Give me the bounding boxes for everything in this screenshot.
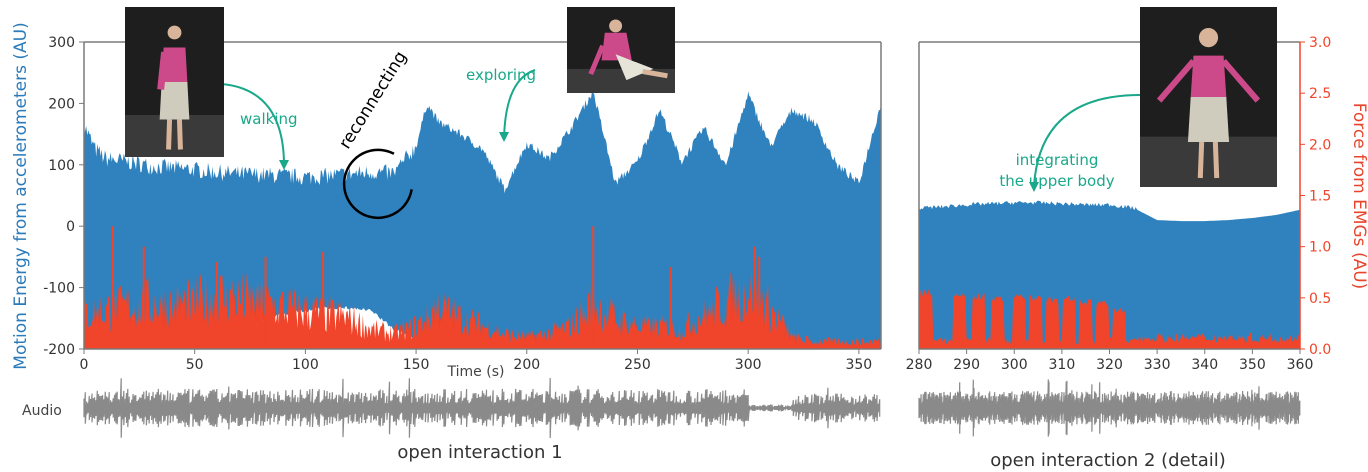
x-tick-label-0: 0 xyxy=(80,357,89,373)
x2-tick-label-300: 300 xyxy=(1001,357,1028,373)
walking-photo xyxy=(125,7,224,157)
exploring-photo xyxy=(567,7,675,93)
x2-tick-label-350: 350 xyxy=(1239,357,1266,373)
upper-body-photo xyxy=(1140,7,1277,187)
x-tick-label-350: 350 xyxy=(845,357,872,373)
x2-tick-label-360: 360 xyxy=(1287,357,1314,373)
x-tick-label-100: 100 xyxy=(292,357,319,373)
audio-waveform-1 xyxy=(83,377,881,439)
walking-photo-leg-left xyxy=(166,119,173,150)
y-tick-label-left--200: -200 xyxy=(43,342,75,358)
y-tick-label-left-100: 100 xyxy=(48,158,75,174)
y-tick-label-right-0: 0.0 xyxy=(1309,342,1331,358)
exploring-photo-arm xyxy=(588,44,605,76)
upper-body-photo-skirt xyxy=(1187,97,1230,142)
annotation-reconnecting: reconnecting xyxy=(335,48,411,153)
annotation-integrating-1: integrating xyxy=(1016,151,1099,169)
caption-interaction-1: open interaction 1 xyxy=(397,442,562,463)
x-tick-label-200: 200 xyxy=(513,357,540,373)
x2-tick-label-280: 280 xyxy=(906,357,933,373)
x2-tick-label-310: 310 xyxy=(1049,357,1076,373)
walking-photo-skirt xyxy=(159,82,190,120)
annotation-walking: walking xyxy=(240,110,298,128)
upper-body-photo-floor xyxy=(1140,136,1277,187)
reconnecting-circle xyxy=(342,148,413,220)
upper-body-photo-cardigan xyxy=(1190,55,1227,97)
y-axis-label-right: Force from EMGs (AU) xyxy=(1349,103,1368,290)
audio-label: Audio xyxy=(22,403,62,419)
y-tick-label-right-3: 3.0 xyxy=(1309,35,1331,51)
y-tick-label-left-300: 300 xyxy=(48,35,75,51)
x-tick-label-150: 150 xyxy=(403,357,430,373)
y-tick-label-right-1: 1.0 xyxy=(1309,240,1331,256)
upper-body-photo-leg-right xyxy=(1212,141,1220,179)
upper-body-photo-head xyxy=(1198,28,1219,48)
y-tick-label-left-200: 200 xyxy=(48,96,75,112)
audio-waveform-2 xyxy=(918,379,1301,437)
y-tick-label-right-0.5: 0.5 xyxy=(1309,291,1331,307)
annotation-integrating-2: the upper body xyxy=(999,172,1114,190)
arrow-walking xyxy=(221,83,286,169)
y-tick-label-left--100: -100 xyxy=(43,281,75,297)
walking-photo-arm xyxy=(157,51,169,90)
walking-photo-cardigan xyxy=(161,47,188,82)
x2-tick-label-320: 320 xyxy=(1096,357,1123,373)
panel-open-interaction-1: 0 50 100 150 200 250 300 350 -200 -100 0 100 200 300 xyxy=(43,35,882,439)
y-tick-label-right-2.5: 2.5 xyxy=(1309,86,1331,102)
arrow-integrating xyxy=(1033,94,1141,187)
upper-body-photo-leg-left xyxy=(1197,141,1205,179)
x2-tick-label-330: 330 xyxy=(1144,357,1171,373)
upper-body-photo-arm-left xyxy=(1156,59,1196,103)
exploring-photo-legs xyxy=(642,69,668,79)
photos-layer xyxy=(125,7,1277,187)
y-tick-label-right-2: 2.0 xyxy=(1309,137,1331,153)
y-tick-label-left-0: 0 xyxy=(66,219,75,235)
walking-photo-head xyxy=(167,25,182,40)
walking-photo-leg-right xyxy=(176,119,183,150)
emg-area-1 xyxy=(84,265,881,349)
x-tick-label-250: 250 xyxy=(624,357,651,373)
exploring-photo-cardigan xyxy=(601,32,632,61)
annotation-exploring: exploring xyxy=(466,66,536,84)
x-axis-label: Time (s) xyxy=(447,364,505,380)
motion-energy-area-1 xyxy=(84,89,881,350)
caption-interaction-2: open interaction 2 (detail) xyxy=(990,450,1226,471)
x2-tick-label-340: 340 xyxy=(1191,357,1218,373)
emg-area-2 xyxy=(919,288,1300,349)
y-tick-label-right-1.5: 1.5 xyxy=(1309,189,1331,205)
arrow-exploring xyxy=(503,69,536,141)
exploring-photo-head xyxy=(609,19,623,33)
x-tick-label-50: 50 xyxy=(186,357,204,373)
arrow-walking-head xyxy=(279,160,289,170)
upper-body-photo-arm-right xyxy=(1221,59,1261,103)
y-axis-label-left: Motion Energy from accelerometers (AU) xyxy=(11,22,31,369)
arrow-exploring-head xyxy=(499,132,509,142)
arrow-integrating-head xyxy=(1029,182,1039,192)
exploring-photo-dress xyxy=(615,54,654,81)
x-tick-label-300: 300 xyxy=(735,357,762,373)
x2-tick-label-290: 290 xyxy=(953,357,980,373)
walking-photo-floor xyxy=(125,115,224,157)
